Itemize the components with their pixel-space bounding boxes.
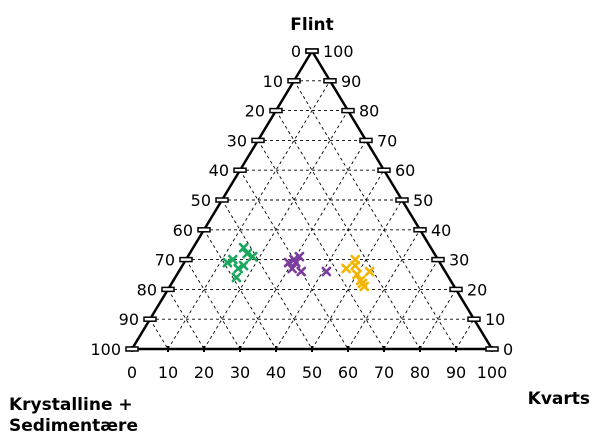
data-point — [238, 242, 249, 253]
right-tick-label: 90 — [341, 72, 361, 91]
left-tick-label: 90 — [119, 310, 139, 329]
data-point — [296, 266, 307, 277]
data-point — [247, 251, 258, 262]
left-axis-title-line2: Sedimentære — [9, 416, 138, 435]
data-point — [238, 260, 249, 271]
bottom-tick-label: 100 — [477, 363, 508, 382]
left-tick-label: 30 — [227, 131, 247, 150]
top-axis-title: Flint — [290, 15, 334, 35]
data-point — [290, 257, 301, 268]
data-point — [242, 248, 253, 259]
bottom-tick-label: 90 — [446, 363, 466, 382]
right-tick — [449, 286, 463, 293]
bottom-tick-label: 60 — [338, 363, 358, 382]
left-tick — [197, 227, 211, 233]
grid-line — [455, 318, 475, 350]
left-tick — [125, 346, 139, 352]
data-point — [352, 269, 362, 280]
left-tick — [143, 316, 157, 322]
data-points — [222, 242, 375, 292]
left-axis-title-line1: Krystalline + — [9, 395, 133, 415]
right-tick-label: 0 — [503, 340, 513, 359]
data-point — [287, 263, 298, 274]
right-tick — [305, 48, 319, 54]
bottom-tick-label: 70 — [374, 363, 394, 382]
right-tick — [485, 346, 499, 352]
bottom-tick-label: 80 — [410, 363, 430, 382]
right-tick — [323, 78, 337, 84]
bottom-tick-label: 10 — [158, 363, 178, 382]
right-tick-label: 50 — [413, 191, 433, 210]
data-point — [321, 266, 332, 277]
left-tick-label: 50 — [191, 191, 211, 210]
right-axis-title: Kvarts — [528, 389, 590, 409]
right-tick — [467, 316, 481, 322]
bottom-tick-label: 30 — [230, 363, 250, 382]
grid-line — [383, 259, 439, 350]
right-tick-label: 40 — [431, 221, 451, 240]
grid-line — [203, 229, 277, 350]
data-point — [233, 263, 244, 274]
grid-line — [149, 318, 169, 350]
data-point — [341, 263, 352, 274]
left-tick-label: 0 — [291, 42, 301, 61]
data-point — [227, 254, 238, 265]
left-tick-label: 10 — [263, 72, 283, 91]
left-tick — [287, 78, 301, 84]
left-tick — [179, 256, 193, 263]
right-tick-label: 30 — [449, 251, 469, 270]
right-tick-label: 70 — [377, 131, 397, 150]
bottom-tick-label: 0 — [127, 363, 137, 382]
left-tick-label: 70 — [155, 251, 175, 270]
tick-marks — [125, 48, 499, 352]
right-tick — [431, 256, 445, 263]
data-point — [364, 266, 375, 277]
left-tick-label: 60 — [173, 221, 193, 240]
bottom-tick-label: 50 — [302, 363, 322, 382]
grid-line — [311, 199, 403, 350]
right-tick — [395, 197, 409, 203]
right-tick-label: 10 — [485, 310, 505, 329]
grid-line — [167, 80, 331, 350]
bottom-tick-label: 20 — [194, 363, 214, 382]
left-tick — [161, 286, 175, 293]
left-tick-label: 20 — [245, 102, 265, 121]
grid-line — [221, 199, 313, 350]
right-tick — [377, 167, 391, 173]
left-tick-label: 40 — [209, 161, 229, 180]
bottom-tick-label: 40 — [266, 363, 286, 382]
right-tick-label: 100 — [323, 42, 354, 61]
left-tick — [251, 137, 265, 144]
grid-lines — [149, 80, 475, 350]
left-tick-label: 100 — [90, 340, 121, 359]
left-tick — [215, 197, 229, 203]
data-point — [359, 281, 370, 292]
data-point — [294, 251, 305, 262]
grid-line — [347, 229, 421, 350]
left-tick-label: 80 — [137, 280, 157, 299]
data-point — [350, 260, 361, 271]
right-tick-label: 20 — [467, 280, 487, 299]
right-tick — [413, 227, 427, 233]
data-point — [222, 257, 233, 268]
right-tick-label: 80 — [359, 102, 379, 121]
left-tick — [233, 167, 247, 173]
data-point — [231, 272, 242, 283]
right-tick-label: 60 — [395, 161, 415, 180]
left-tick — [269, 107, 283, 114]
grid-line — [239, 140, 367, 350]
grid-line — [293, 80, 457, 350]
data-point — [283, 257, 294, 268]
grid-line — [257, 140, 385, 350]
right-tick — [341, 107, 355, 114]
right-tick — [359, 137, 373, 144]
